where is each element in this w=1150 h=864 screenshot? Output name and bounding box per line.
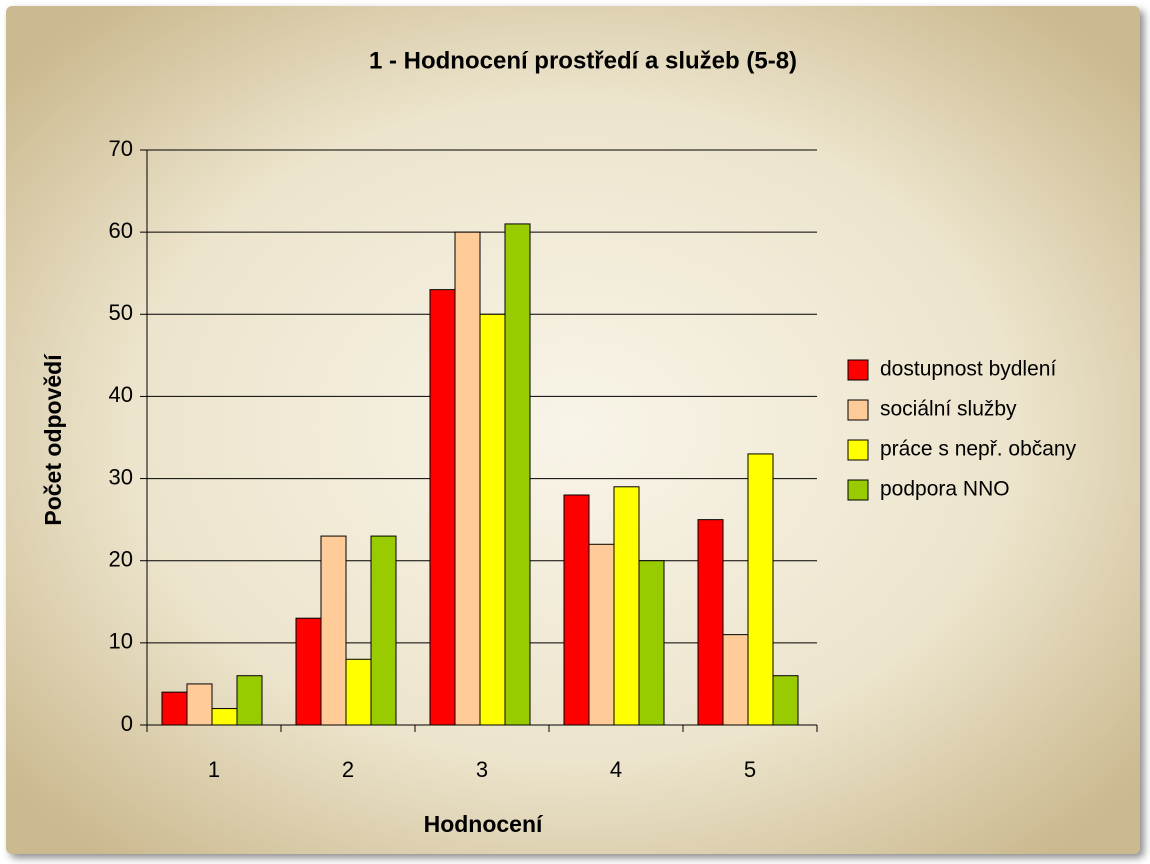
legend-label: dostupnost bydlení — [880, 358, 1056, 381]
bar — [772, 675, 799, 726]
y-tick-label: 40 — [109, 382, 133, 407]
y-tick-label: 70 — [109, 136, 133, 161]
y-tick-label: 20 — [109, 547, 133, 572]
x-tick-label: 2 — [342, 757, 354, 782]
bar — [320, 535, 347, 726]
bar — [370, 535, 397, 726]
bar — [429, 289, 456, 726]
bar — [186, 683, 213, 726]
bar — [236, 675, 263, 726]
bar — [211, 708, 238, 726]
bar — [588, 543, 615, 726]
bar — [504, 223, 531, 726]
legend-label: sociální služby — [880, 398, 1017, 421]
legend-swatch — [847, 359, 869, 381]
bar — [454, 231, 481, 726]
y-tick-label: 50 — [109, 300, 133, 325]
x-tick-label: 4 — [610, 757, 622, 782]
chart-background — [6, 6, 1140, 854]
chart-title: 1 - Hodnocení prostředí a služeb (5-8) — [369, 47, 797, 74]
bar — [295, 617, 322, 726]
bar — [722, 634, 749, 726]
x-tick-label: 5 — [744, 757, 756, 782]
legend-swatch — [847, 439, 869, 461]
x-tick-label: 1 — [208, 757, 220, 782]
legend-swatch — [847, 479, 869, 501]
x-tick-label: 3 — [476, 757, 488, 782]
bar — [345, 658, 372, 726]
bar — [697, 519, 724, 726]
y-tick-label: 60 — [109, 218, 133, 243]
x-axis-label: Hodnocení — [424, 811, 544, 837]
legend-label: podpora NNO — [880, 478, 1010, 501]
bar — [563, 494, 590, 726]
y-axis-label: Počet odpovědí — [40, 353, 66, 526]
bar — [479, 313, 506, 726]
legend-label: práce s nepř. občany — [880, 438, 1077, 461]
bar — [638, 560, 665, 726]
y-tick-label: 0 — [121, 711, 133, 736]
y-tick-label: 10 — [109, 629, 133, 654]
bar — [747, 453, 774, 726]
bar — [161, 691, 188, 726]
legend-swatch — [847, 399, 869, 421]
y-tick-label: 30 — [109, 464, 133, 489]
bar — [613, 486, 640, 726]
